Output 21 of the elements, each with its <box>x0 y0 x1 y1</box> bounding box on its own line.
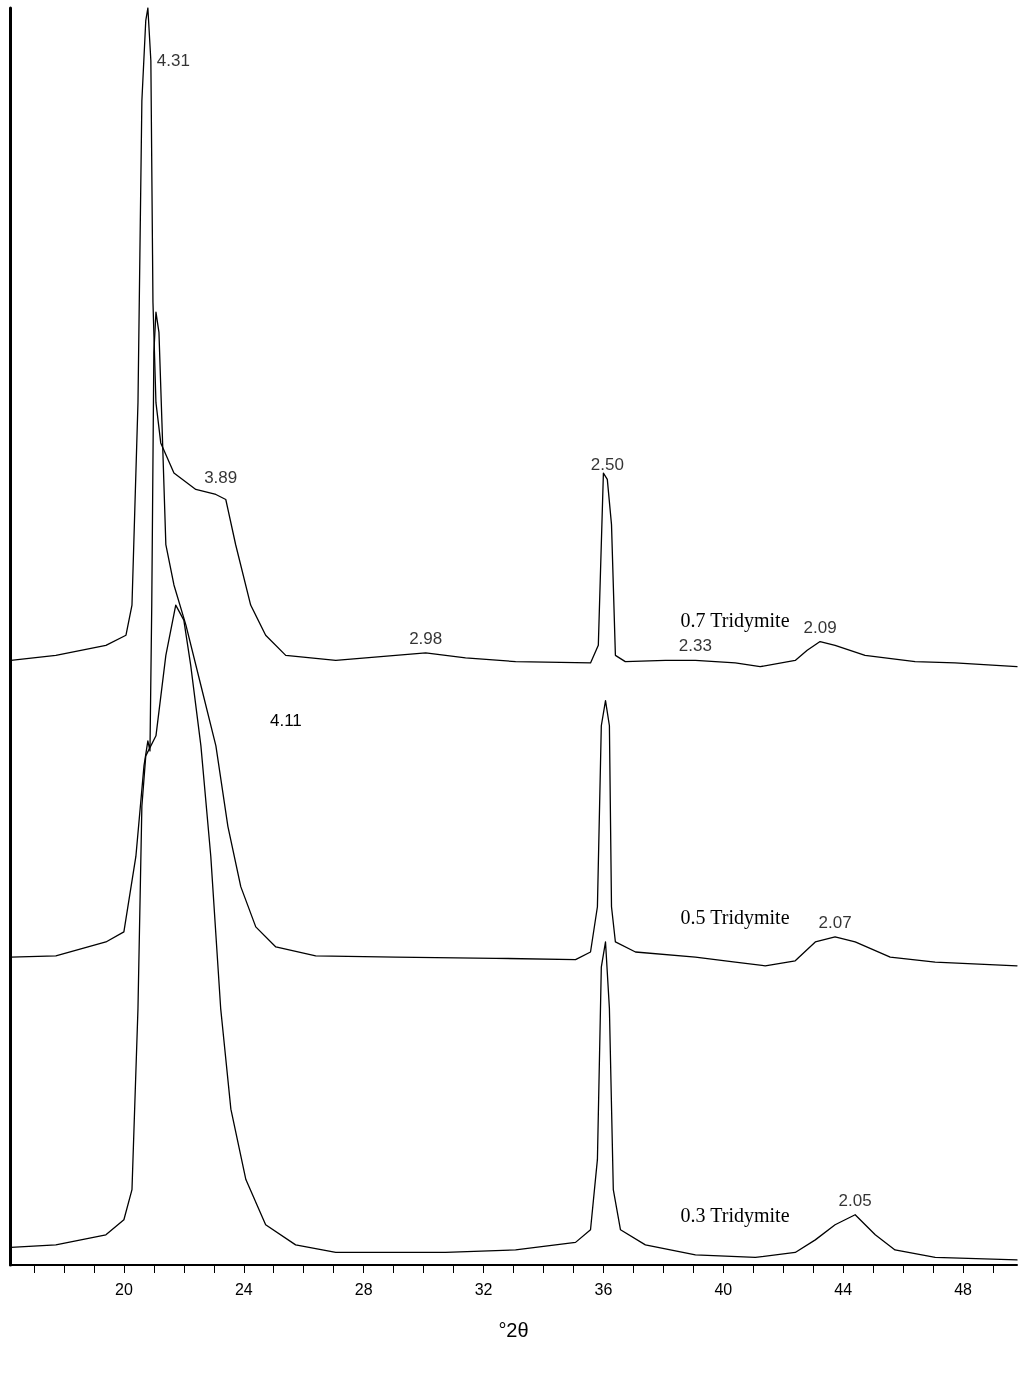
annotation: 3.89 <box>204 467 238 487</box>
x-axis-title: °2θ <box>498 1319 529 1341</box>
annotation: 2.50 <box>590 455 624 475</box>
series-label: 0.3 Tridymite <box>680 1203 790 1227</box>
x-tick-label: 40 <box>714 1280 733 1298</box>
annotation: 4.11 <box>270 711 302 730</box>
annotation: 2.33 <box>678 636 712 656</box>
x-tick-label: 32 <box>474 1280 493 1298</box>
annotation: 2.07 <box>818 912 852 932</box>
x-tick-label: 20 <box>114 1280 133 1298</box>
annotation: 4.31 <box>156 51 190 71</box>
x-tick-label: 24 <box>234 1280 253 1298</box>
x-tick-label: 36 <box>594 1280 613 1298</box>
series-label: 0.7 Tridymite <box>680 609 790 633</box>
x-tick-label: 44 <box>834 1280 853 1298</box>
annotation: 2.98 <box>409 628 443 648</box>
x-tick-label: 48 <box>954 1280 973 1298</box>
annotation: 2.05 <box>838 1190 872 1210</box>
annotation: 2.09 <box>803 617 837 637</box>
x-tick-label: 28 <box>354 1280 373 1298</box>
series-label: 0.5 Tridymite <box>680 906 790 930</box>
